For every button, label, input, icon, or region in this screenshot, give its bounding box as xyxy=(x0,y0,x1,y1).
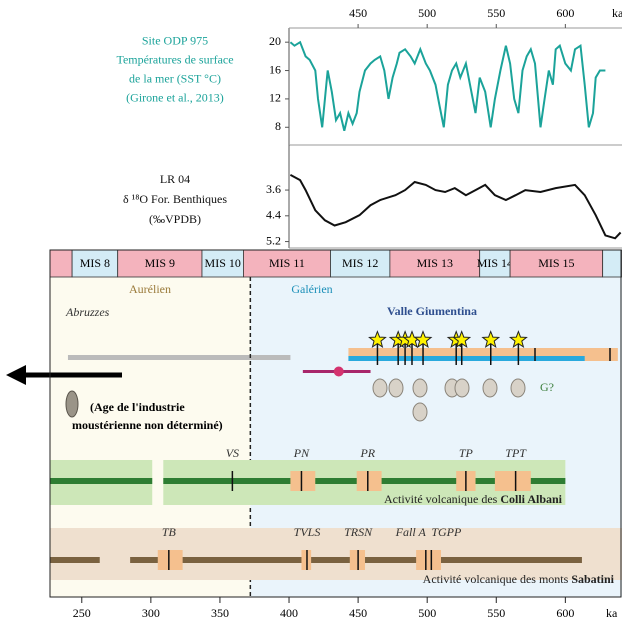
event-label: TVLS xyxy=(294,525,321,539)
chart-label: de la mer (SST °C) xyxy=(129,71,221,85)
mis-label: MIS 13 xyxy=(417,256,453,270)
caption: Activité volcanique des monts Sabatini xyxy=(423,572,615,586)
event-box xyxy=(494,471,531,491)
tool-icon xyxy=(412,402,428,422)
y-tick-label: 5.2 xyxy=(266,233,281,247)
chart-label: LR 04 xyxy=(160,172,190,186)
mis-cell xyxy=(71,249,119,278)
mis-cell xyxy=(201,249,244,278)
event-box xyxy=(356,471,382,491)
x-unit: ka xyxy=(606,606,618,620)
mis-label: MIS 12 xyxy=(342,256,378,270)
y-tick-label: 4.4 xyxy=(266,208,281,222)
caption-name: Sabatini xyxy=(571,572,614,586)
event-label: TGPP xyxy=(431,525,462,539)
caption-text: Activité volcanique des monts xyxy=(423,572,572,586)
caption-text: Activité volcanique des xyxy=(384,492,500,506)
tool-icon xyxy=(510,378,526,398)
period-right: Galérien xyxy=(291,282,332,296)
mis-cell xyxy=(330,249,391,278)
mis-label: MIS 10 xyxy=(205,256,241,270)
mis-cell xyxy=(479,249,511,278)
x-tick-label: 400 xyxy=(280,606,298,620)
data-line xyxy=(289,174,622,240)
chart-label: δ ¹⁸O For. Benthiques xyxy=(123,192,227,206)
x-tick-label: 300 xyxy=(142,606,160,620)
event-label: TP xyxy=(459,446,474,460)
mis-cell xyxy=(49,249,73,278)
arrow-head xyxy=(6,365,26,385)
star xyxy=(452,330,472,349)
event-label: TB xyxy=(162,525,177,539)
chart-label: (‰VPDB) xyxy=(149,212,201,226)
mis-label: MIS 14 xyxy=(477,256,513,270)
event-label: TPT xyxy=(505,446,527,460)
event-label: TRSN xyxy=(344,525,373,539)
x-tick-label: 600 xyxy=(556,606,574,620)
event-label: Fall A xyxy=(395,525,427,539)
gray-bar xyxy=(67,355,291,360)
mis-cell xyxy=(389,249,481,278)
x-tick-label: 250 xyxy=(73,606,91,620)
g-label: G? xyxy=(540,380,554,394)
star xyxy=(368,330,387,349)
blue-bar xyxy=(348,356,585,361)
data-line xyxy=(289,40,606,132)
mis-label: MIS 11 xyxy=(269,256,305,270)
mis-label: MIS 15 xyxy=(538,256,574,270)
chart-label: Site ODP 975 xyxy=(142,33,208,47)
x-tick-label: 600 xyxy=(556,6,574,20)
caption-name: Colli Albani xyxy=(500,492,562,506)
star xyxy=(481,330,501,349)
mis-cell xyxy=(602,249,622,278)
x-unit: ka xyxy=(612,6,622,20)
tool-icon xyxy=(482,378,498,398)
event-box xyxy=(416,550,442,570)
x-tick-label: 500 xyxy=(418,6,436,20)
region-left: Abruzzes xyxy=(65,305,110,319)
event-label: PN xyxy=(293,446,310,460)
note: (Age de l'industrie xyxy=(90,400,185,414)
x-tick-label: 550 xyxy=(487,6,505,20)
x-tick-label: 550 xyxy=(487,606,505,620)
y-tick-label: 3.6 xyxy=(266,182,281,196)
site-name: Valle Giumentina xyxy=(387,304,477,318)
chart-label: Températures de surface xyxy=(116,52,233,66)
mis-label: MIS 9 xyxy=(145,256,175,270)
y-tick-label: 16 xyxy=(269,62,281,76)
tool-icon xyxy=(372,378,388,398)
tool-icon xyxy=(388,378,404,398)
x-tick-label: 450 xyxy=(349,606,367,620)
star xyxy=(413,330,433,349)
y-tick-label: 20 xyxy=(269,34,281,48)
tool-icon xyxy=(65,390,79,418)
y-tick-label: 8 xyxy=(275,119,281,133)
event-box xyxy=(290,471,316,491)
band xyxy=(50,528,622,580)
y-tick-label: 12 xyxy=(269,91,281,105)
x-tick-label: 450 xyxy=(349,6,367,20)
x-tick-label: 500 xyxy=(418,606,436,620)
note: moustérienne non déterminé) xyxy=(72,418,223,432)
star xyxy=(508,330,528,349)
band-line xyxy=(50,478,153,484)
period-left: Aurélien xyxy=(129,282,171,296)
pink-point xyxy=(333,366,344,377)
event-label: VS xyxy=(226,446,239,460)
caption: Activité volcanique des Colli Albani xyxy=(384,492,563,506)
chart-label: (Girone et al., 2013) xyxy=(126,90,224,104)
band-line xyxy=(50,557,100,563)
x-tick-label: 350 xyxy=(211,606,229,620)
tool-icon xyxy=(412,378,428,398)
frame xyxy=(49,249,622,598)
event-label: PR xyxy=(359,446,375,460)
event-box xyxy=(157,550,183,570)
tool-icon xyxy=(454,378,470,398)
mis-label: MIS 8 xyxy=(80,256,110,270)
